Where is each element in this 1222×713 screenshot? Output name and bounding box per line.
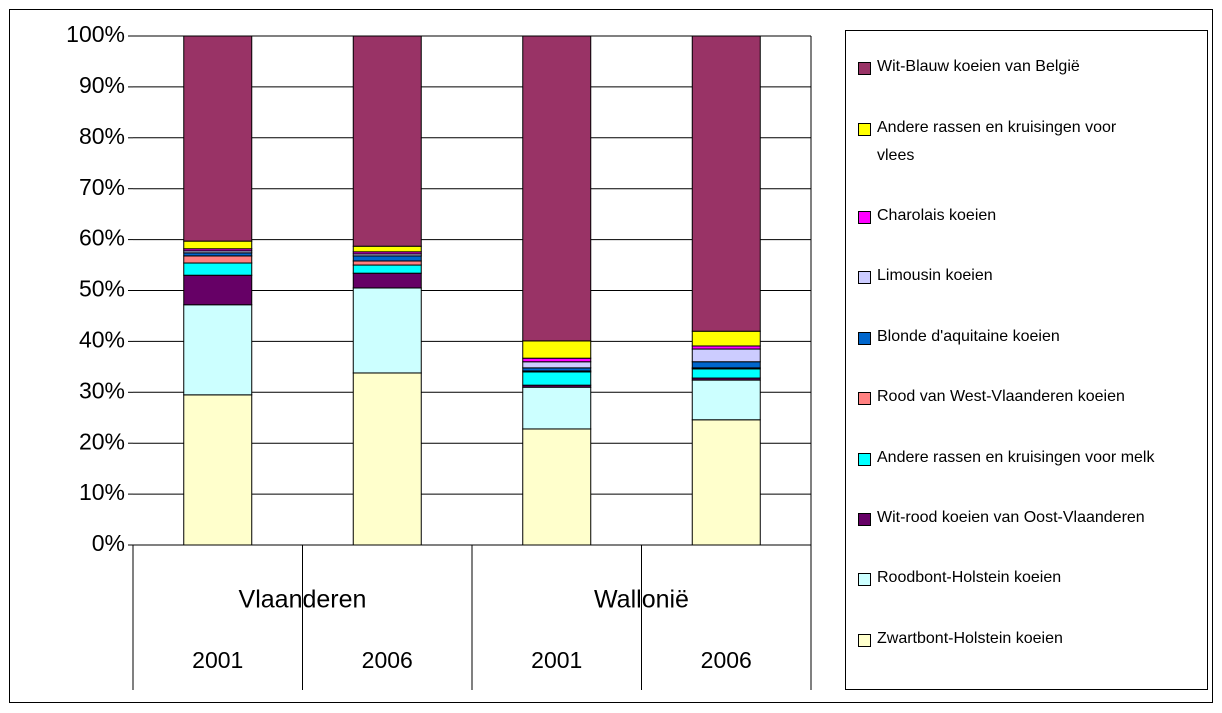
legend-entry: Limousin koeien — [858, 262, 1197, 290]
group-label: Vlaanderen — [239, 586, 367, 614]
legend-label: Blonde d'aquitaine koeien — [877, 327, 1060, 345]
y-tick-label: 0% — [92, 530, 125, 556]
bar-segment — [352, 287, 422, 374]
bar-segment — [522, 357, 592, 363]
y-tick-label: 30% — [79, 377, 125, 403]
legend-swatch — [858, 271, 871, 285]
legend-entry: Roodbont-Holstein koeien — [858, 564, 1197, 592]
y-tick-label: 100% — [66, 21, 125, 47]
x-tick-label: 2006 — [701, 647, 752, 673]
bar-segment — [691, 368, 761, 379]
legend-swatch — [858, 633, 871, 647]
legend-label: Wit-Blauw koeien van België — [877, 58, 1080, 76]
legend-entry: Andere rassen en kruisingen voor vlees — [858, 114, 1197, 170]
bar-segment — [522, 361, 592, 369]
bar-segment — [352, 245, 422, 253]
legend-entry: Charolais koeien — [858, 202, 1197, 230]
bar-segment — [352, 272, 422, 289]
legend-label: Andere rassen en kruisingen voor melk — [877, 448, 1155, 466]
bar-segment — [183, 255, 253, 264]
bar-segment — [183, 274, 253, 306]
y-tick-label: 90% — [79, 72, 125, 98]
legend-entry: Wit-Blauw koeien van België — [858, 53, 1197, 81]
bar-segment — [691, 361, 761, 369]
legend-swatch — [858, 331, 871, 345]
legend-entry: Rood van West-Vlaanderen koeien — [858, 383, 1197, 411]
y-tick-label: 70% — [79, 174, 125, 200]
bar-segment — [691, 35, 761, 332]
legend: Wit-Blauw koeien van België Andere rassen… — [845, 30, 1208, 690]
bar-segment — [522, 371, 592, 386]
legend-label: Zwartbont-Holstein koeien — [877, 629, 1063, 647]
y-tick-label: 60% — [79, 225, 125, 251]
legend-entry: Wit-rood koeien van Oost-Vlaanderen — [858, 504, 1197, 532]
y-tick-label: 50% — [79, 276, 125, 302]
bar-segment — [183, 35, 253, 242]
bar-segment — [183, 394, 253, 546]
bar-segment — [352, 260, 422, 266]
legend-label: Roodbont-Holstein koeien — [877, 569, 1062, 587]
legend-entry: Blonde d'aquitaine koeien — [858, 323, 1197, 351]
legend-swatch — [858, 452, 871, 466]
legend-label: Andere rassen en kruisingen voor vlees — [877, 118, 1117, 164]
y-tick-label: 80% — [79, 123, 125, 149]
chart-frame — [9, 9, 1213, 703]
bar-segment — [352, 372, 422, 546]
legend-label: Rood van West-Vlaanderen koeien — [877, 388, 1125, 406]
legend-swatch — [858, 573, 871, 587]
legend-swatch — [858, 210, 871, 224]
bar-segment — [352, 264, 422, 274]
bar-segment — [691, 330, 761, 347]
bar-segment — [522, 340, 592, 359]
legend-label: Wit-rood koeien van Oost-Vlaanderen — [877, 508, 1145, 526]
bar-segment — [691, 379, 761, 421]
bar-segment — [183, 240, 253, 250]
bar-segment — [352, 35, 422, 247]
legend-entry: Zwartbont-Holstein koeien — [858, 625, 1197, 653]
y-tick-label: 40% — [79, 326, 125, 352]
bar-segment — [352, 255, 422, 262]
x-tick-label: 2006 — [362, 647, 413, 673]
x-tick-label: 2001 — [531, 647, 582, 673]
y-tick-label: 10% — [79, 479, 125, 505]
legend-label: Charolais koeien — [877, 206, 997, 224]
bar-segment — [522, 386, 592, 430]
legend-label: Limousin koeien — [877, 267, 993, 285]
legend-swatch — [858, 62, 871, 76]
bar-segment — [691, 348, 761, 363]
bar-segment — [691, 419, 761, 546]
legend-swatch — [858, 122, 871, 136]
legend-swatch — [858, 512, 871, 526]
group-label: Wallonië — [594, 586, 689, 614]
bar-segment — [522, 35, 592, 342]
y-tick-label: 20% — [79, 428, 125, 454]
bar-segment — [183, 304, 253, 396]
legend-entry: Andere rassen en kruisingen voor melk — [858, 444, 1197, 472]
x-tick-label: 2001 — [192, 647, 243, 673]
bar-segment — [522, 428, 592, 546]
legend-swatch — [858, 392, 871, 406]
bar-segment — [183, 262, 253, 276]
